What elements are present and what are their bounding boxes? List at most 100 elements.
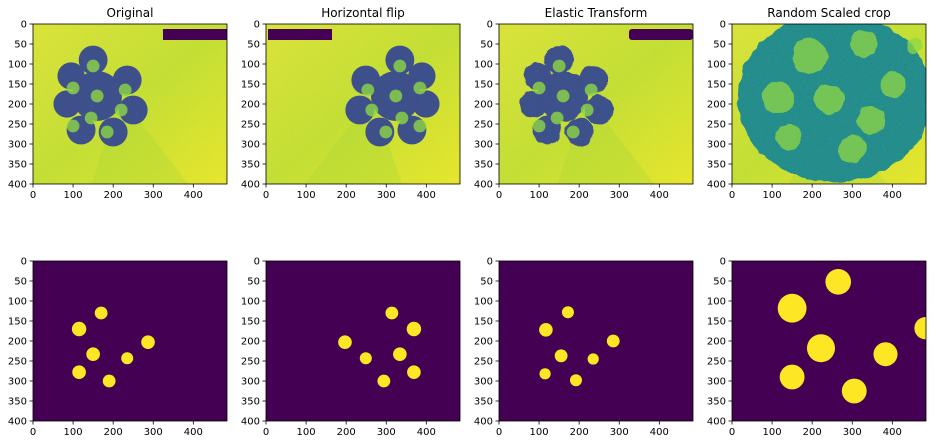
scale-bar-texture <box>164 31 225 38</box>
gland-spot <box>84 111 98 125</box>
mask-blob <box>561 306 574 319</box>
mask-blob <box>841 378 867 404</box>
gland-spot <box>361 83 375 97</box>
y-tick-label: 150 <box>707 317 726 328</box>
mask-blob <box>393 347 407 362</box>
x-tick-label: 300 <box>843 427 862 438</box>
tissue-texture <box>584 95 614 125</box>
y-tick-label: 50 <box>480 40 493 51</box>
gland-spot <box>365 103 379 117</box>
mask-blob <box>606 334 620 348</box>
mask-blob <box>359 352 372 365</box>
x-tick-label: 400 <box>184 427 203 438</box>
x-tick-label: 0 <box>263 190 269 201</box>
y-tick-label: 150 <box>8 317 27 328</box>
gland-spot <box>566 125 580 139</box>
micrograph-image <box>33 24 227 184</box>
mask-blob <box>825 269 852 295</box>
y-tick-label: 300 <box>474 377 493 388</box>
gland-spot <box>118 83 132 97</box>
x-tick-label: 300 <box>377 190 396 201</box>
gland-spot <box>762 81 795 114</box>
y-tick-label: 350 <box>707 160 726 171</box>
mask-blob <box>71 321 87 337</box>
y-tick-label: 350 <box>241 397 260 408</box>
y-tick-label: 0 <box>21 257 27 268</box>
y-tick-label: 150 <box>474 317 493 328</box>
x-tick-label: 200 <box>104 190 123 201</box>
gland-spot <box>849 29 878 58</box>
y-tick-label: 250 <box>241 357 260 368</box>
gland-spot <box>389 89 403 103</box>
mask-blob <box>407 365 421 380</box>
tissue-texture <box>118 95 148 125</box>
y-tick-label: 350 <box>241 160 260 171</box>
x-tick-label: 200 <box>803 427 822 438</box>
y-tick-label: 0 <box>487 257 493 268</box>
gland-spot <box>556 89 570 103</box>
subplot-title: Random Scaled crop <box>767 6 890 20</box>
mask-image <box>499 261 693 421</box>
y-tick-label: 100 <box>707 60 726 71</box>
y-tick-label: 200 <box>241 100 260 111</box>
y-tick-label: 200 <box>8 100 27 111</box>
x-tick-label: 0 <box>496 190 502 201</box>
mask-blob <box>141 335 155 350</box>
x-tick-label: 0 <box>729 427 735 438</box>
scale-bar-texture <box>630 31 691 38</box>
gland-spot <box>100 125 114 139</box>
y-tick-label: 300 <box>707 140 726 151</box>
x-tick-label: 400 <box>417 190 436 201</box>
y-tick-label: 150 <box>474 80 493 91</box>
x-tick-label: 100 <box>763 427 782 438</box>
y-tick-label: 400 <box>474 180 493 191</box>
subplot-title: Elastic Transform <box>545 6 648 20</box>
y-tick-label: 200 <box>707 100 726 111</box>
y-tick-label: 250 <box>707 357 726 368</box>
gland-spot <box>906 38 923 55</box>
y-tick-label: 50 <box>713 40 726 51</box>
x-tick-label: 100 <box>297 427 316 438</box>
y-tick-label: 200 <box>241 337 260 348</box>
y-tick-label: 100 <box>241 60 260 71</box>
x-tick-label: 300 <box>610 427 629 438</box>
gland-spot <box>90 89 104 103</box>
x-tick-label: 300 <box>144 190 163 201</box>
x-tick-label: 400 <box>883 190 902 201</box>
y-tick-label: 200 <box>707 337 726 348</box>
x-tick-label: 0 <box>30 427 36 438</box>
y-tick-label: 50 <box>247 277 260 288</box>
y-tick-label: 0 <box>720 257 726 268</box>
x-tick-label: 300 <box>377 427 396 438</box>
y-tick-label: 100 <box>707 297 726 308</box>
y-tick-label: 150 <box>8 80 27 91</box>
y-tick-label: 200 <box>474 337 493 348</box>
gland-spot <box>66 119 80 133</box>
y-tick-label: 50 <box>14 277 27 288</box>
mask-blob <box>94 306 108 320</box>
x-tick-label: 400 <box>184 190 203 201</box>
x-tick-label: 100 <box>530 427 549 438</box>
x-tick-label: 200 <box>337 190 356 201</box>
mask-blob <box>914 317 926 340</box>
y-tick-label: 50 <box>14 40 27 51</box>
mask-blob <box>385 306 399 320</box>
mask-background <box>499 261 693 421</box>
x-tick-label: 0 <box>263 427 269 438</box>
gland-spot <box>66 81 80 95</box>
mask-background <box>266 261 460 421</box>
y-tick-label: 0 <box>254 20 260 31</box>
mask-blob <box>539 368 551 380</box>
y-tick-label: 150 <box>241 317 260 328</box>
subplot-title: Horizontal flip <box>321 6 405 20</box>
y-tick-label: 350 <box>8 160 27 171</box>
micrograph-image <box>266 24 460 184</box>
x-tick-label: 200 <box>570 427 589 438</box>
y-tick-label: 250 <box>707 120 726 131</box>
gland-spot <box>880 71 907 98</box>
y-tick-label: 100 <box>8 297 27 308</box>
gland-spot <box>86 59 100 73</box>
